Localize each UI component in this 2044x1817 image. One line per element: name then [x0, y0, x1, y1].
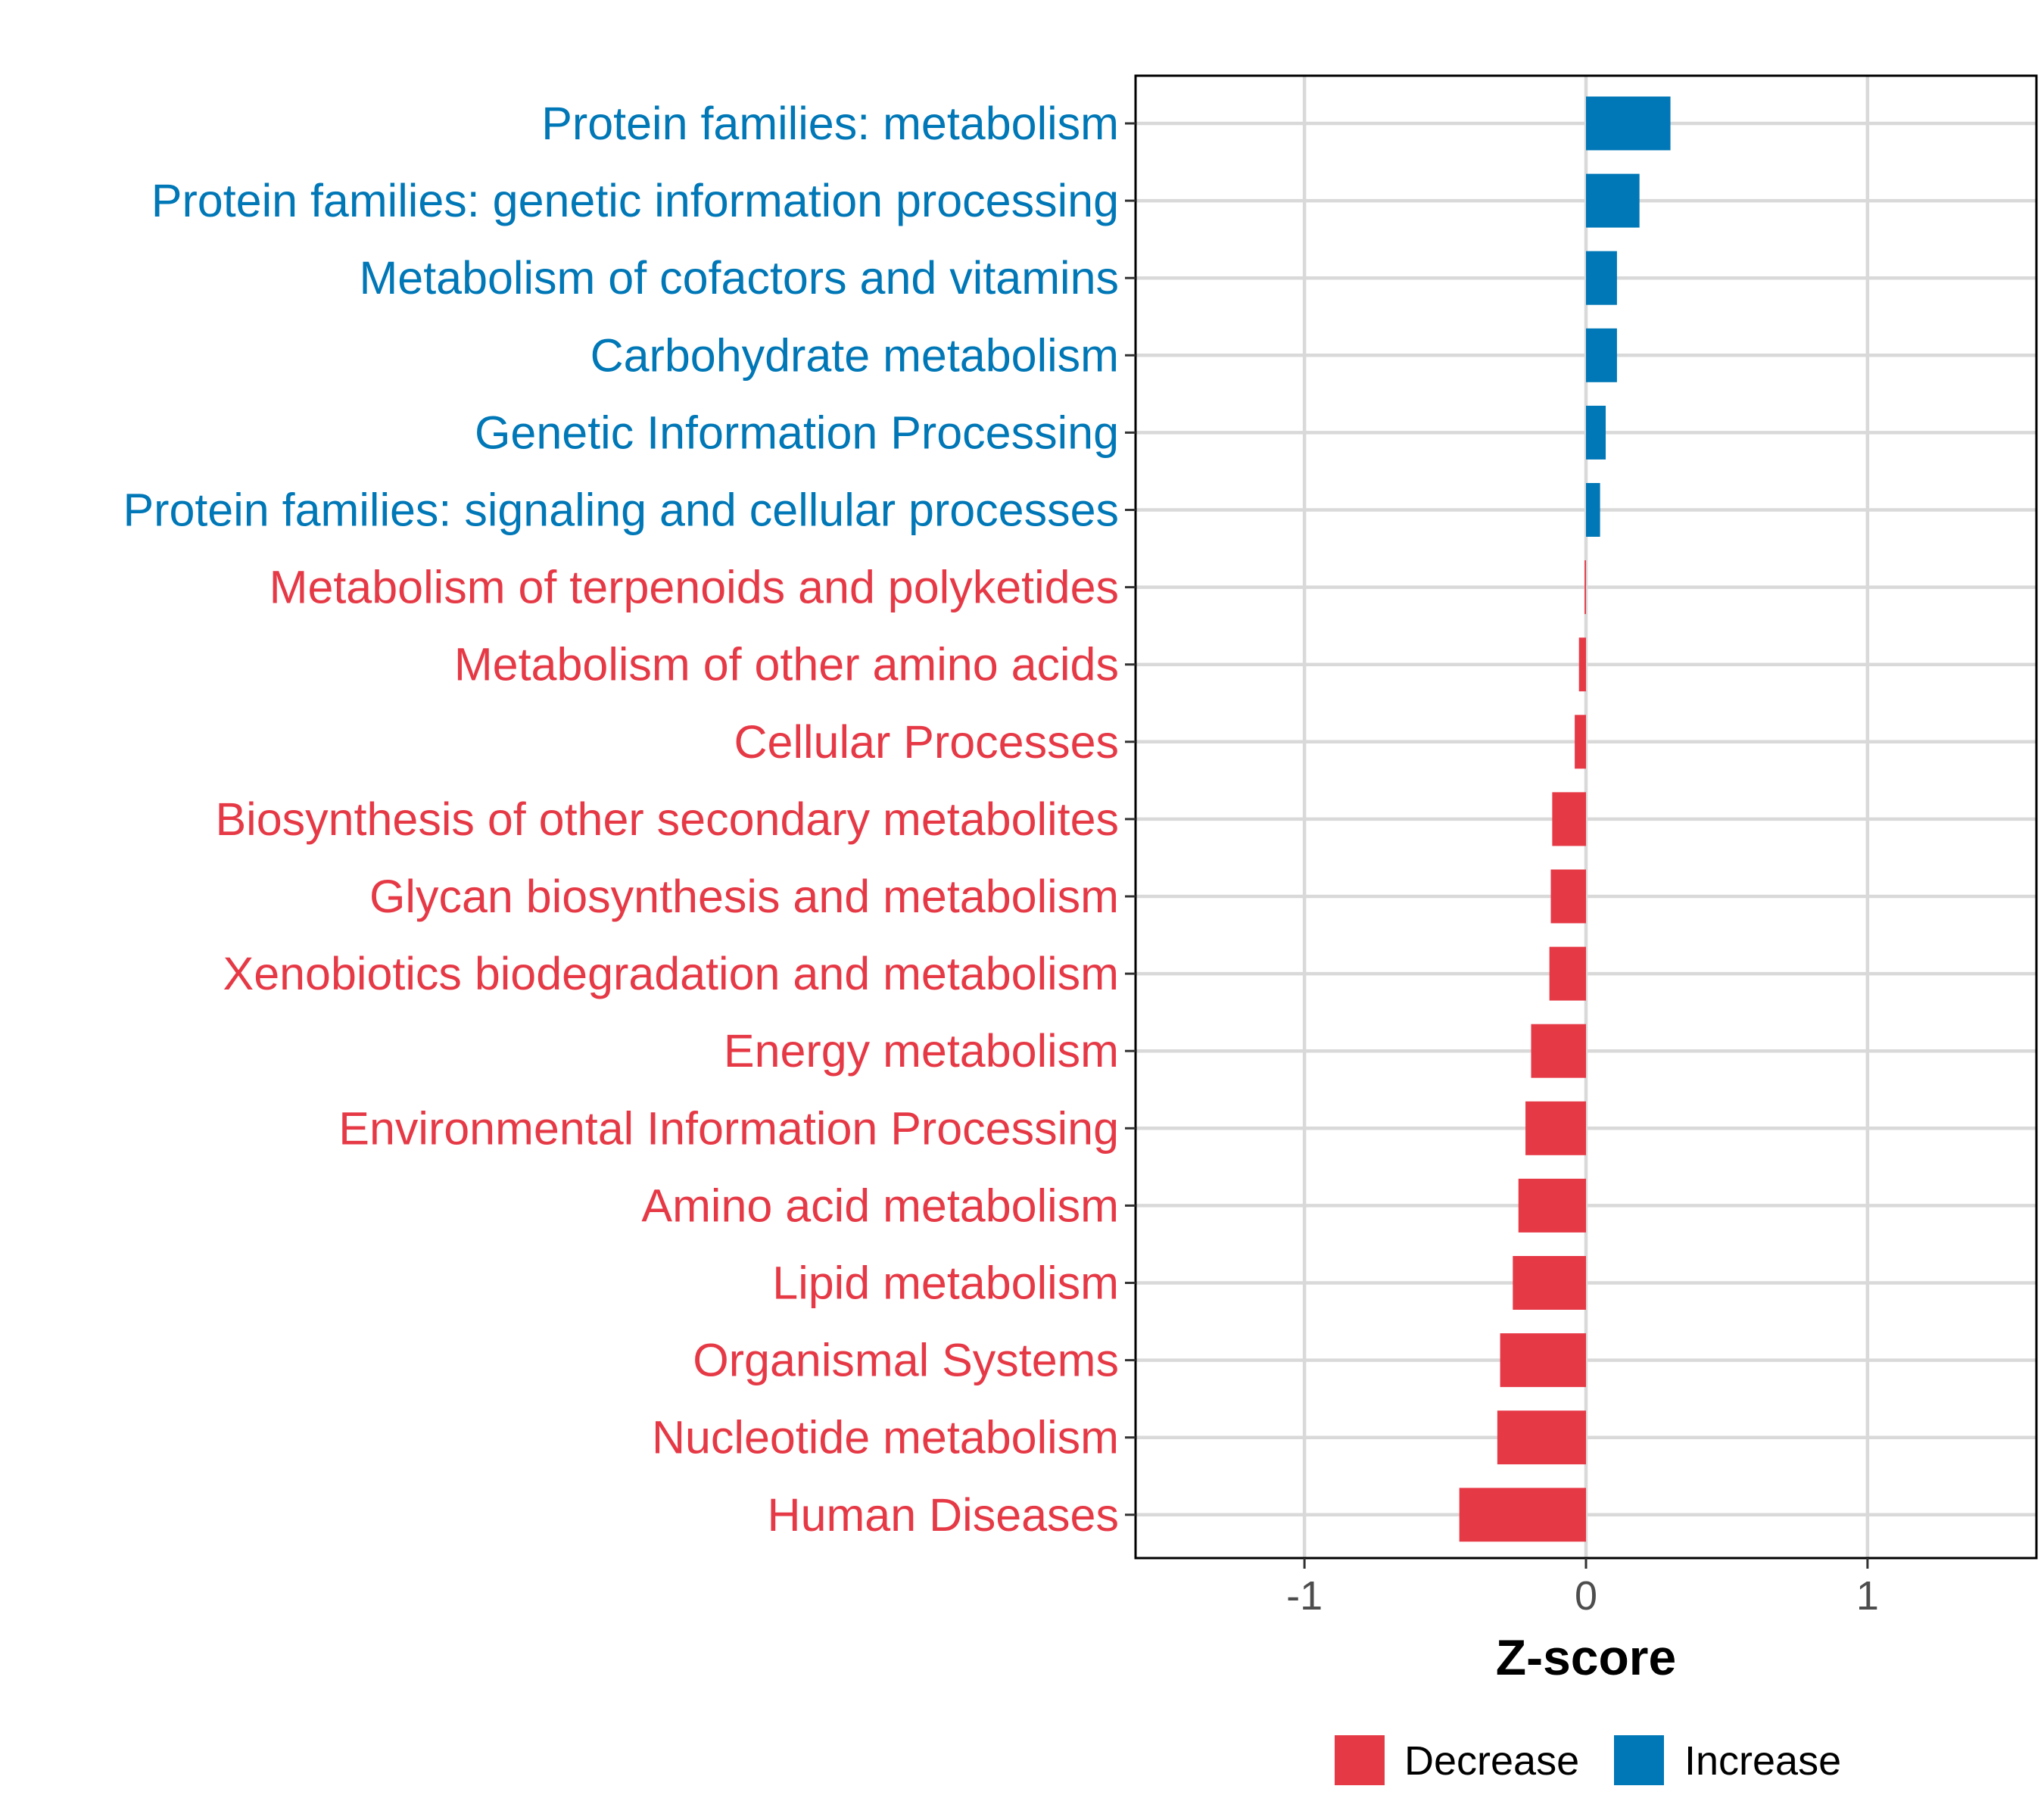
legend-label-decrease: Decrease — [1404, 1738, 1579, 1784]
bar-15 — [1513, 1256, 1586, 1310]
category-label-16: Organismal Systems — [693, 1335, 1119, 1386]
y-axis-category-labels: Protein families: metabolism Protein fami… — [123, 98, 1119, 1541]
bar-13 — [1525, 1101, 1586, 1155]
bar-12 — [1531, 1024, 1586, 1078]
category-label-15: Lipid metabolism — [772, 1258, 1119, 1309]
bar-2 — [1586, 251, 1617, 305]
y-axis-ticks — [1125, 122, 1136, 1516]
bar-10 — [1550, 869, 1586, 924]
bar-8 — [1575, 715, 1586, 769]
category-label-13: Environmental Information Processing — [338, 1102, 1119, 1154]
x-axis-ticks: -1 0 1 — [1286, 1558, 1879, 1619]
legend-key-decrease — [1335, 1735, 1385, 1785]
bar-16 — [1500, 1333, 1586, 1388]
bar-18 — [1459, 1488, 1586, 1542]
legend: Decrease Increase — [1335, 1735, 1841, 1785]
bar-6 — [1584, 560, 1586, 615]
category-label-6: Metabolism of terpenoids and polyketides — [270, 562, 1119, 613]
category-label-7: Metabolism of other amino acids — [454, 639, 1119, 690]
category-label-0: Protein families: metabolism — [541, 98, 1119, 149]
category-label-8: Cellular Processes — [734, 716, 1119, 768]
category-label-9: Biosynthesis of other secondary metaboli… — [215, 793, 1119, 845]
category-label-17: Nucleotide metabolism — [652, 1412, 1119, 1463]
x-tick-label-2: 1 — [1856, 1573, 1879, 1619]
bar-3 — [1586, 328, 1617, 382]
category-label-4: Genetic Information Processing — [475, 407, 1119, 458]
bar-17 — [1497, 1410, 1586, 1465]
category-label-14: Amino acid metabolism — [641, 1180, 1119, 1231]
category-label-2: Metabolism of cofactors and vitamins — [359, 252, 1119, 304]
bar-14 — [1518, 1178, 1586, 1233]
bar-7 — [1578, 637, 1586, 692]
category-label-12: Energy metabolism — [724, 1025, 1119, 1077]
category-label-10: Glycan biosynthesis and metabolism — [369, 871, 1119, 922]
bar-11 — [1549, 946, 1586, 1001]
category-label-1: Protein families: genetic information pr… — [151, 175, 1119, 226]
bar-layer — [1459, 96, 1671, 1542]
legend-key-increase — [1614, 1735, 1664, 1785]
category-label-18: Human Diseases — [768, 1489, 1119, 1541]
bar-9 — [1552, 792, 1586, 846]
category-label-5: Protein families: signaling and cellular… — [123, 485, 1119, 536]
bar-1 — [1586, 173, 1640, 228]
x-tick-label-0: -1 — [1286, 1573, 1323, 1619]
category-label-11: Xenobiotics biodegradation and metabolis… — [223, 948, 1119, 999]
legend-label-increase: Increase — [1684, 1738, 1841, 1784]
x-axis-title: Z-score — [1496, 1629, 1676, 1685]
bar-0 — [1586, 96, 1671, 151]
x-tick-label-1: 0 — [1575, 1573, 1597, 1619]
bar-5 — [1586, 483, 1600, 537]
category-label-3: Carbohydrate metabolism — [590, 329, 1119, 381]
bar-4 — [1586, 405, 1606, 460]
